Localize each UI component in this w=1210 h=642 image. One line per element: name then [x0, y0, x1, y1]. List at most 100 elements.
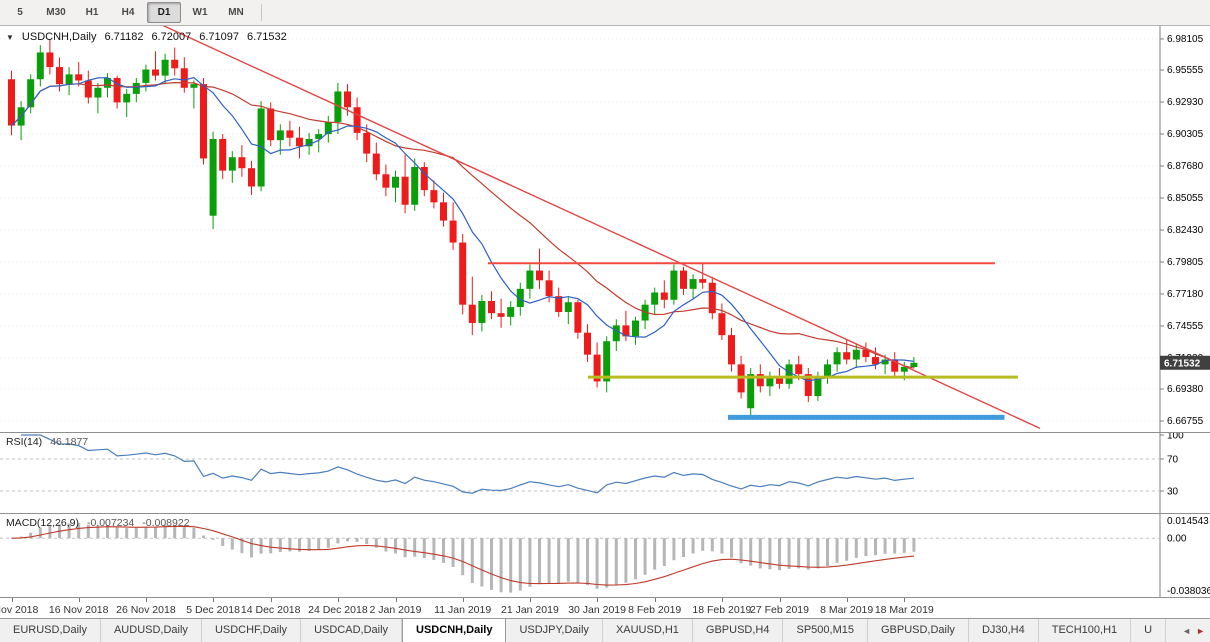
candle	[190, 84, 198, 88]
candle	[401, 176, 409, 205]
candle	[8, 79, 15, 126]
tab-usdcnh-daily[interactable]: USDCNH,Daily	[402, 619, 507, 642]
candle	[296, 137, 303, 147]
symbol-tabbar: EURUSD,Daily AUDUSD,Daily USDCHF,Daily USDC…	[0, 618, 1210, 642]
timeframe-button-m30[interactable]: M30	[46, 7, 66, 18]
ohlc-open: 6.71182	[104, 31, 144, 43]
rsi-axis-label: 30	[1167, 487, 1179, 498]
time-axis-label: 8 Feb 2019	[628, 604, 682, 616]
candle	[852, 349, 860, 360]
candle	[248, 168, 255, 187]
candle	[459, 242, 467, 305]
candle	[420, 166, 428, 191]
tab-audusd-daily[interactable]: AUDUSD,Daily	[101, 619, 202, 642]
time-tick-mark	[270, 598, 272, 602]
time-axis-label: 14 Dec 2018	[240, 604, 301, 616]
time-axis-label: 8 Mar 2019	[820, 604, 874, 616]
candle	[286, 130, 294, 138]
candle	[305, 138, 313, 147]
candle	[670, 270, 678, 300]
candle	[382, 174, 390, 188]
time-axis-label: 7 Nov 2018	[0, 604, 39, 616]
macd-axis-label: -0.038036	[1167, 586, 1210, 597]
candle	[708, 282, 716, 314]
candle	[555, 296, 563, 312]
candle	[344, 91, 351, 108]
candle	[430, 190, 438, 203]
time-tick-mark	[529, 598, 531, 602]
price-axis-label: 6.92930	[1167, 97, 1204, 108]
rsi-svg: 100 70 30	[0, 433, 1184, 513]
candle	[718, 313, 726, 336]
candle	[161, 59, 169, 76]
price-axis-label: 6.90305	[1167, 129, 1204, 140]
scroll-left-icon[interactable]: ◄	[1182, 625, 1192, 636]
timeframe-button-d1[interactable]: D1	[147, 2, 181, 23]
rsi-line	[21, 434, 914, 494]
time-axis: 7 Nov 2018 16 Nov 2018 26 Nov 2018 5 Dec 20…	[0, 597, 1210, 618]
candle	[497, 313, 505, 317]
candle	[900, 366, 908, 372]
candle	[104, 78, 111, 88]
price-axis-label: 6.85055	[1167, 193, 1204, 204]
candle	[680, 270, 687, 289]
candle	[334, 91, 342, 122]
chart-symbol-label: USDCNH,Daily	[21, 31, 97, 43]
candle	[814, 376, 822, 397]
timeframe-button-w1[interactable]: W1	[192, 7, 208, 18]
candle	[276, 130, 284, 141]
price-axis-label: 6.77180	[1167, 289, 1204, 300]
rsi-label: RSI(14)	[6, 436, 43, 448]
time-tick-mark	[779, 598, 781, 602]
ma-fast-line	[11, 77, 914, 382]
tab-dj30-h4[interactable]: DJ30,H4	[969, 619, 1039, 642]
tab-usdjpy-daily[interactable]: USDJPY,Daily	[506, 619, 603, 642]
tab-eurusd-daily[interactable]: EURUSD,Daily	[0, 619, 101, 642]
candle	[833, 352, 841, 365]
time-axis-label: 30 Jan 2019	[568, 604, 626, 616]
time-axis-label: 24 Dec 2018	[308, 604, 368, 616]
timeframe-button-h1[interactable]: H1	[85, 7, 99, 18]
candle	[756, 374, 764, 387]
candle	[776, 376, 783, 384]
candle	[536, 270, 543, 281]
tab-gbpusd-daily[interactable]: GBPUSD,Daily	[868, 619, 969, 642]
candle	[171, 59, 179, 69]
collapse-triangle-icon[interactable]: ▼	[6, 32, 14, 42]
tab-tech100-h1[interactable]: TECH100,H1	[1039, 619, 1132, 642]
descending-trendline[interactable]	[150, 26, 1041, 429]
candle	[209, 138, 217, 216]
ohlc-close: 6.71532	[246, 31, 287, 43]
candle	[728, 335, 735, 365]
timeframe-button-h4[interactable]: H4	[121, 7, 135, 18]
tab-usdchf-daily[interactable]: USDCHF,Daily	[202, 619, 302, 642]
price-axis-label: 6.74555	[1167, 321, 1204, 332]
time-tick-mark	[78, 598, 80, 602]
candle	[516, 288, 524, 308]
candle	[804, 374, 812, 397]
candle	[660, 292, 668, 300]
tab-gbpusd-h4[interactable]: GBPUSD,H4	[693, 619, 784, 642]
rsi-header: RSI(14) 46.1877	[6, 436, 88, 448]
candle	[180, 68, 188, 88]
candle	[267, 108, 275, 141]
tab-u[interactable]: U	[1131, 619, 1167, 642]
main-chart-pane: 6.98105 6.95555 6.92930 6.90305 6.87680 6.850…	[0, 26, 1210, 432]
candle	[238, 157, 246, 169]
time-tick-mark	[654, 598, 656, 602]
macd-signal-line	[11, 525, 914, 586]
candle	[315, 134, 323, 139]
main-chart-svg: 6.98105 6.95555 6.92930 6.90305 6.87680 6.850…	[0, 26, 1210, 432]
tab-usdcad-daily[interactable]: USDCAD,Daily	[301, 619, 403, 642]
tab-sp500-m15[interactable]: SP500,M15	[783, 619, 868, 642]
candle	[123, 93, 131, 103]
timeframe-button-mn[interactable]: MN	[228, 7, 244, 18]
toolbar-separator	[261, 4, 262, 21]
candle	[545, 280, 553, 297]
candle	[622, 325, 630, 337]
candle	[593, 354, 601, 382]
timeframe-button-5[interactable]: 5	[17, 7, 23, 18]
scroll-right-icon[interactable]: ►	[1196, 625, 1205, 636]
tab-xauusd-h1[interactable]: XAUUSD,H1	[603, 619, 693, 642]
chart-region: 6.98105 6.95555 6.92930 6.90305 6.87680 6.850…	[0, 26, 1210, 618]
